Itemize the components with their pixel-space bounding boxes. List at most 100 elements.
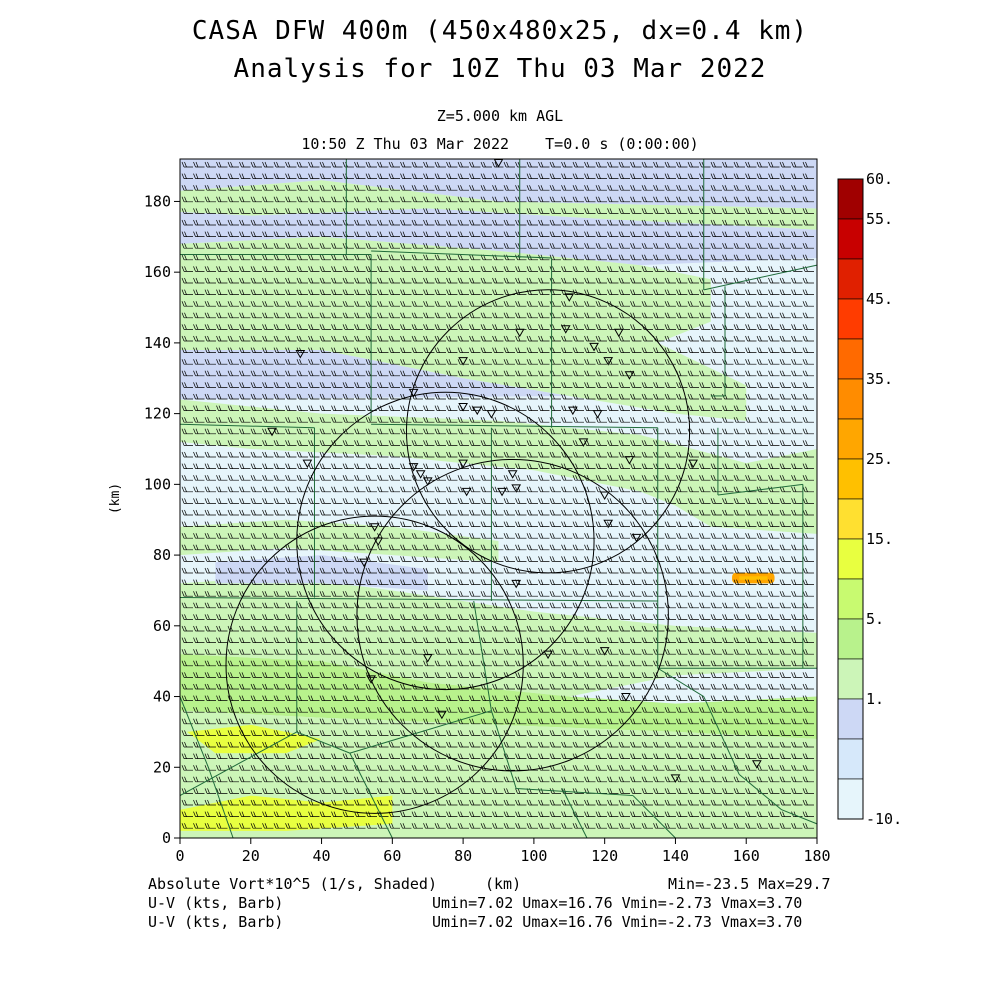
station-marker-7 bbox=[458, 357, 468, 366]
colorbar-swatch-11 bbox=[837, 578, 864, 620]
valid-time-label: 10:50 Z Thu 03 Mar 2022 T=0.0 s (0:00:00… bbox=[301, 135, 699, 153]
station-marker-29 bbox=[511, 484, 522, 493]
station-marker-35 bbox=[359, 558, 369, 568]
station-marker-11 bbox=[408, 388, 419, 398]
county-line-36 bbox=[349, 752, 393, 839]
station-marker-39 bbox=[599, 647, 610, 656]
x-unit-label: (km) bbox=[485, 875, 522, 893]
colorbar-label-9: -10. bbox=[866, 810, 902, 828]
county-boundaries bbox=[179, 159, 818, 839]
x-tick-label-8: 160 bbox=[733, 847, 760, 865]
colorbar-swatch-3 bbox=[837, 258, 864, 300]
colorbar-swatch-14 bbox=[837, 698, 864, 740]
colorbar-swatch-13 bbox=[837, 658, 864, 700]
station-marker-32 bbox=[631, 533, 642, 543]
station-marker-12 bbox=[458, 403, 468, 412]
station-marker-23 bbox=[422, 477, 433, 486]
y-tick-label-3: 60 bbox=[153, 617, 171, 635]
y-tick-label-4: 80 bbox=[153, 546, 171, 564]
field-label: Absolute Vort*10^5 (1/s, Shaded) bbox=[148, 875, 437, 893]
station-marker-6 bbox=[613, 328, 624, 338]
station-marker-30 bbox=[599, 491, 610, 500]
station-marker-31 bbox=[603, 519, 614, 529]
field-band-9 bbox=[180, 519, 499, 563]
station-marker-13 bbox=[472, 406, 483, 416]
colorbar-swatch-2 bbox=[837, 218, 864, 260]
chart-title: CASA DFW 400m (450x480x25, dx=0.4 km) bbox=[191, 16, 809, 46]
station-marker-24 bbox=[507, 470, 518, 479]
level-label: Z=5.000 km AGL bbox=[436, 107, 564, 125]
colorbar-swatch-12 bbox=[837, 618, 864, 660]
colorbar-swatch-8 bbox=[837, 458, 864, 500]
radar-ring-1 bbox=[405, 289, 691, 574]
y-tick-label-7: 140 bbox=[144, 334, 171, 352]
plot-axes: 0 20 40 60 80 100 120 140 160 180 0 20 40 60 80 100 120 1… bbox=[108, 158, 831, 865]
county-line-8 bbox=[703, 264, 818, 291]
station-marker-41 bbox=[621, 693, 631, 702]
colorbar-label-3: 45. bbox=[866, 290, 893, 308]
y-tick-label-1: 20 bbox=[153, 758, 171, 776]
radar-range-rings bbox=[225, 289, 691, 814]
colorbar-swatch-7 bbox=[837, 418, 864, 460]
county-line-29 bbox=[657, 667, 705, 697]
x-tick-label-4: 80 bbox=[454, 847, 472, 865]
station-marker-8 bbox=[589, 342, 599, 352]
field-band-11 bbox=[180, 654, 817, 739]
field-band-4 bbox=[180, 236, 711, 343]
station-marker-27 bbox=[461, 487, 472, 497]
county-line-30 bbox=[703, 696, 740, 775]
colorbar-label-2: 55. bbox=[866, 210, 893, 228]
county-line-14 bbox=[371, 423, 658, 429]
x-tick-label-9: 180 bbox=[803, 847, 830, 865]
x-tick-label-6: 120 bbox=[591, 847, 618, 865]
county-line-23 bbox=[296, 731, 351, 754]
station-marker-17 bbox=[267, 427, 277, 437]
x-tick-label-5: 100 bbox=[520, 847, 547, 865]
county-line-11 bbox=[179, 423, 315, 429]
county-line-34 bbox=[179, 696, 209, 768]
station-marker-21 bbox=[458, 459, 468, 469]
colorbar-swatch-4 bbox=[837, 298, 864, 340]
vorticity-field bbox=[180, 159, 817, 838]
colorbar-swatch-10 bbox=[837, 538, 864, 580]
county-line-33 bbox=[561, 788, 588, 839]
station-marker-43 bbox=[670, 774, 681, 783]
station-marker-5 bbox=[560, 325, 571, 334]
y-tick-label-9: 180 bbox=[144, 192, 171, 210]
colorbar-swatch-15 bbox=[837, 738, 864, 780]
wind-barb-grid bbox=[181, 161, 814, 829]
colorbar-label-4: 35. bbox=[866, 370, 893, 388]
barb2-stats: Umin=7.02 Umax=16.76 Vmin=-2.73 Vmax=3.7… bbox=[432, 913, 803, 931]
radar-ring-4 bbox=[225, 515, 524, 814]
station-marker-25 bbox=[624, 456, 635, 465]
x-tick-label-1: 20 bbox=[242, 847, 260, 865]
station-marker-40 bbox=[366, 675, 376, 684]
station-marker-38 bbox=[543, 650, 553, 660]
county-line-18 bbox=[717, 483, 803, 496]
plot-frame bbox=[179, 158, 818, 839]
station-marker-2 bbox=[564, 293, 575, 302]
colorbar-swatch-1 bbox=[837, 178, 864, 220]
county-line-31 bbox=[738, 773, 782, 811]
county-line-4 bbox=[371, 250, 552, 259]
colorbar-label-6: 15. bbox=[866, 530, 893, 548]
radar-ring-3 bbox=[356, 458, 669, 772]
station-marker-44 bbox=[751, 760, 762, 769]
minmax-label: Min=-23.5 Max=29.7 bbox=[668, 875, 831, 893]
county-line-25 bbox=[473, 600, 492, 711]
station-marker-26 bbox=[688, 459, 699, 469]
field-band-1 bbox=[180, 159, 817, 209]
station-marker-33 bbox=[369, 523, 380, 532]
y-tick-label-2: 40 bbox=[153, 688, 171, 706]
x-tick-label-0: 0 bbox=[175, 847, 184, 865]
station-marker-22 bbox=[415, 470, 426, 479]
y-tick-label-5: 100 bbox=[144, 475, 171, 493]
colorbar-label-1: 60. bbox=[866, 170, 893, 188]
x-tick-label-2: 40 bbox=[313, 847, 331, 865]
station-marker-36 bbox=[511, 579, 522, 589]
station-marker-19 bbox=[302, 459, 313, 469]
barb2-label: U-V (kts, Barb) bbox=[148, 913, 284, 931]
colorbar-label-5: 25. bbox=[866, 450, 893, 468]
colorbar-swatch-5 bbox=[837, 338, 864, 380]
